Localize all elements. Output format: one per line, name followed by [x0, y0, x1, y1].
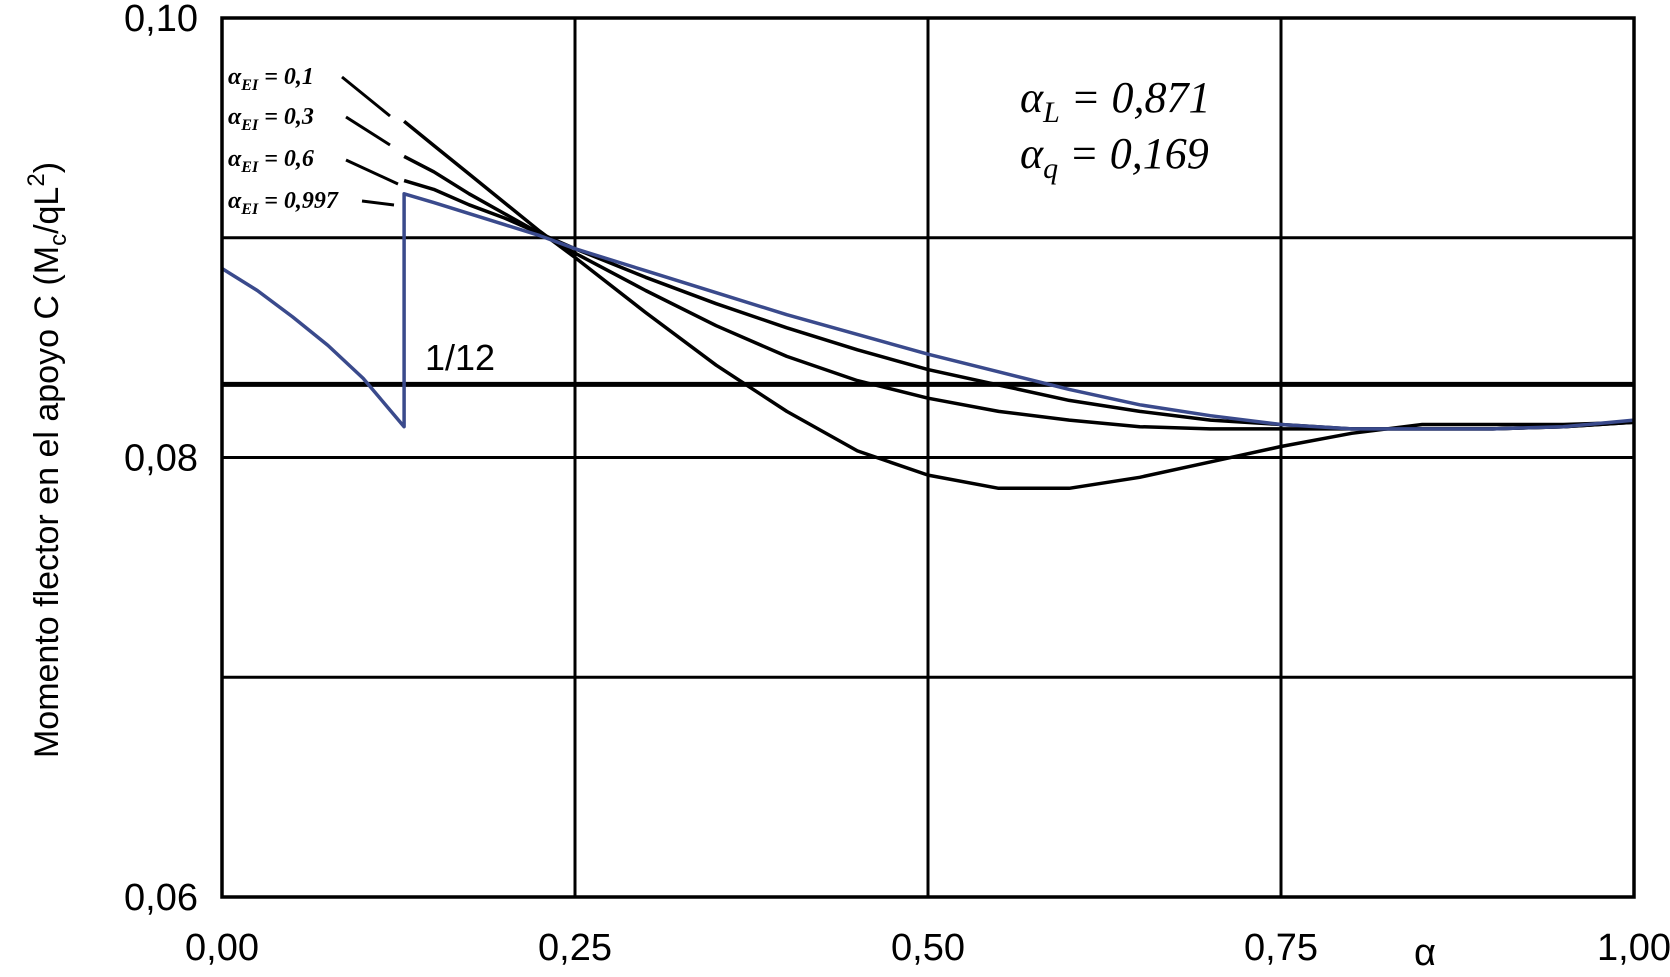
x-tick-label-0: 0,00 — [185, 927, 259, 969]
series-leader-line-1 — [345, 115, 391, 147]
series-label-2: αEI = 0,6 — [228, 146, 314, 176]
y-tick-label-0: 0,06 — [124, 877, 198, 919]
series-label-1: αEI = 0,3 — [228, 104, 314, 134]
tick-labels: 0,00 0,25 0,50 0,75 1,00 0,06 0,08 0,10 — [124, 0, 1670, 969]
grid — [220, 16, 1636, 899]
series-labels: αEI = 0,1 αEI = 0,3 αEI = 0,6 αEI = 0,997 — [228, 64, 399, 218]
series-label-3: αEI = 0,997 — [228, 188, 339, 218]
plot-frame — [220, 16, 1636, 899]
series-leader-line-3 — [361, 199, 395, 207]
series-label-0: αEI = 0,1 — [228, 64, 314, 94]
annotation-alpha-l: αL = 0,871 — [1020, 73, 1211, 129]
series-leader-line-0 — [341, 75, 391, 118]
x-tick-label-2: 0,50 — [891, 927, 965, 969]
y-tick-label-1: 0,08 — [124, 438, 198, 480]
series-line-3 — [221, 192, 1635, 431]
series-group — [221, 119, 1635, 491]
y-axis-label: Momento flector en el apoyo C (Mc/qL2) — [23, 162, 72, 758]
x-tick-label-1: 0,25 — [538, 927, 612, 969]
x-tick-label-4: 1,00 — [1597, 927, 1670, 969]
series-line-2 — [403, 178, 1635, 431]
annotation-alpha-q: αq = 0,169 — [1020, 129, 1209, 185]
reference-line-label: 1/12 — [425, 337, 495, 378]
y-tick-label-2: 0,10 — [124, 0, 198, 40]
series-leader-line-2 — [345, 158, 399, 186]
x-axis-label: α — [1414, 932, 1436, 974]
plot-border — [220, 16, 1636, 899]
x-tick-label-3: 0,75 — [1244, 927, 1318, 969]
